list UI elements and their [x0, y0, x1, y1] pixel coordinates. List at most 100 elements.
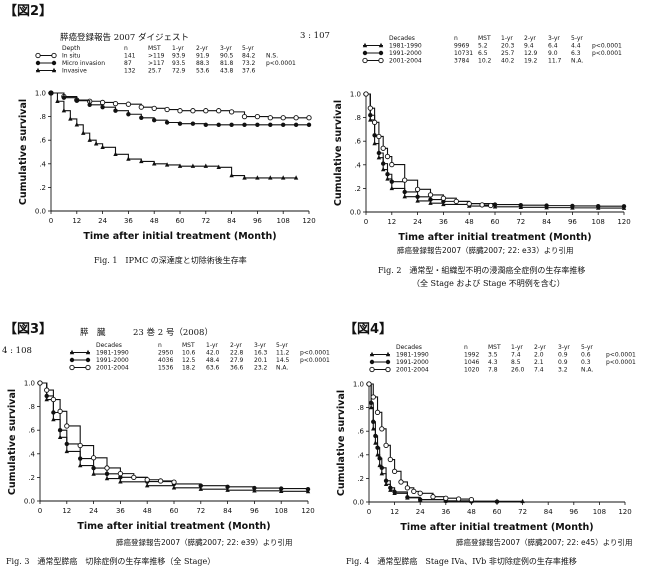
series-point-3: [367, 105, 373, 111]
legend-cell: p<0.0001: [592, 50, 622, 57]
legend-cell: 2001-2004: [389, 58, 422, 65]
legend-cell: 7.4: [534, 367, 544, 374]
series-point-2: [64, 441, 70, 447]
series-point-1: [377, 462, 382, 468]
figure-header-4: 【図4】: [344, 322, 393, 337]
series-point-3: [37, 380, 43, 386]
legend-marker: [362, 57, 368, 64]
y-tick-label: .2: [39, 184, 46, 192]
legend-header: Depth: [62, 45, 80, 52]
source-fig4: 膵癌登録報告2007（膵臓2007; 22: e45）より引用: [456, 538, 633, 547]
legend-marker: [69, 357, 75, 363]
series-point-3: [50, 396, 57, 403]
series-point-3: [379, 426, 385, 432]
legend-header: MST: [148, 45, 161, 52]
series-point-2: [44, 393, 49, 399]
series-point-3: [380, 145, 386, 151]
series-line-2: [366, 93, 625, 207]
legend-cell: p<0.0001: [592, 43, 622, 50]
series-point-1: [366, 381, 372, 386]
x-axis-label: Time after initial treatment (Month): [77, 521, 270, 532]
series-point-1: [443, 498, 448, 503]
series-point-2: [385, 172, 390, 177]
y-axis-label: Cumulative survival: [333, 100, 344, 206]
series-point-3: [190, 163, 196, 168]
series-point-2: [51, 410, 56, 415]
legend-cell: 88.3: [196, 60, 210, 67]
x-tick-label: 108: [592, 218, 605, 226]
series-point-1: [216, 108, 222, 114]
series-point-3: [371, 119, 378, 125]
series-point-1: [368, 117, 373, 122]
series-point-1: [64, 448, 69, 454]
series-point-1: [305, 488, 311, 494]
x-tick-label: 96: [568, 218, 577, 226]
series-point-3: [398, 479, 404, 485]
series-point-1: [44, 396, 49, 402]
series-point-1: [279, 488, 284, 494]
legend-cell: 5.2: [478, 43, 488, 50]
legend-header: 3-yr: [254, 342, 266, 349]
series-point-3: [104, 465, 110, 471]
y-tick-label: .6: [354, 138, 361, 146]
series-point-2: [216, 122, 221, 128]
series-point-3: [427, 192, 434, 198]
legend-header: n: [454, 35, 458, 42]
series-point-2: [371, 419, 376, 424]
legend-cell: N.A.: [276, 365, 288, 372]
y-tick-label: .8: [354, 114, 361, 122]
legend-marker: [69, 349, 75, 355]
legend-cell: 3.2: [558, 367, 568, 374]
series-point-2: [388, 485, 393, 491]
caption-fig1: Fig. 1 IPMC の深達度と切除術後生存率: [94, 256, 247, 265]
y-tick-label: .8: [39, 113, 46, 121]
legend-cell: 7.4: [511, 352, 521, 359]
legend-cell: 81.8: [220, 60, 234, 67]
x-tick-label: 60: [176, 217, 185, 225]
series-point-1: [415, 198, 420, 203]
x-tick-label: 108: [277, 217, 290, 225]
caption-fig4: Fig. 4 通常型膵癌 Stage IVa、IVb 非切除症例の生存率推移: [346, 557, 577, 566]
legend-cell: 14.5: [276, 357, 290, 364]
legend-cell: 93.9: [172, 53, 186, 60]
series-point-1: [379, 470, 384, 476]
x-tick-label: 96: [569, 508, 578, 516]
legend-header: 1-yr: [172, 45, 184, 52]
series-point-2: [255, 122, 260, 128]
y-tick-label: .2: [357, 475, 364, 483]
legend-marker: [378, 50, 384, 56]
y-tick-label: 0.0: [24, 498, 35, 506]
figure-header-3: 【図3】: [4, 322, 53, 337]
legend-cell: >117: [148, 60, 165, 67]
series-point-2: [596, 204, 601, 209]
series-point-1: [418, 496, 423, 502]
legend-marker: [51, 67, 57, 73]
legend-cell: 1536: [158, 365, 173, 372]
series-point-3: [216, 164, 221, 170]
series-point-1: [428, 200, 433, 205]
series-point-3: [113, 151, 118, 157]
series-point-3: [455, 496, 462, 502]
series-point-2: [372, 133, 377, 138]
series-point-1: [87, 98, 93, 104]
legend-cell: 36.6: [230, 365, 244, 372]
series-point-1: [383, 481, 389, 486]
series-point-1: [203, 108, 209, 114]
series-point-1: [198, 486, 203, 491]
x-tick-label: 36: [116, 507, 125, 515]
series-point-2: [381, 161, 386, 166]
x-tick-label: 36: [441, 508, 450, 516]
x-tick-label: 36: [439, 218, 448, 226]
series-point-3: [389, 161, 395, 168]
series-point-1: [363, 91, 369, 96]
x-tick-label: 96: [253, 217, 262, 225]
legend-header: 5-yr: [276, 342, 288, 349]
x-tick-label: 84: [223, 507, 232, 515]
series-point-1: [138, 104, 144, 110]
x-tick-label: 108: [275, 507, 288, 515]
legend-cell: 0.3: [581, 359, 591, 366]
series-point-1: [51, 416, 56, 422]
legend-cell: p<0.0001: [606, 359, 636, 366]
series-point-1: [171, 485, 177, 490]
